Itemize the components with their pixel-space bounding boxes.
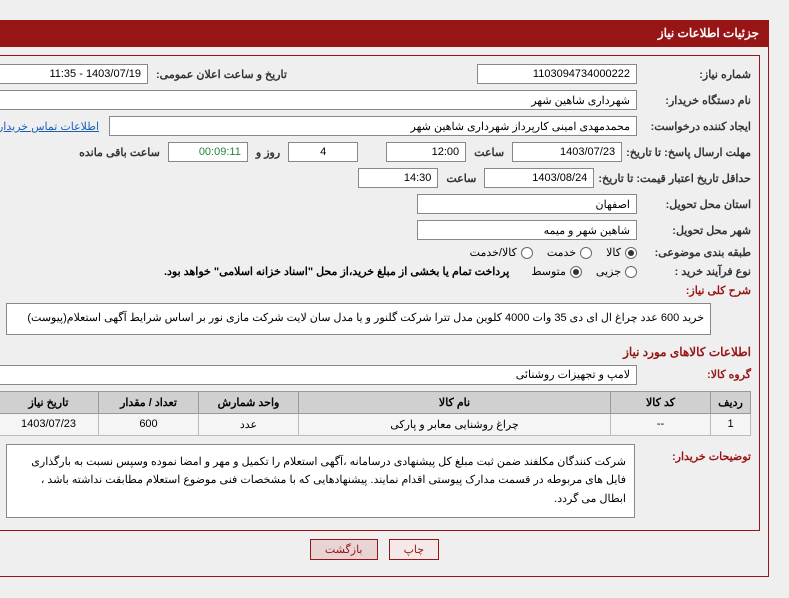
th-name: نام کالا bbox=[299, 391, 611, 413]
outer-frame: شماره نیاز: 1103094734000222 تاریخ و ساع… bbox=[0, 46, 769, 577]
remaining-label: ساعت باقی مانده bbox=[75, 146, 164, 159]
city-field: شاهین شهر و میمه bbox=[417, 220, 637, 240]
announce-field: 1403/07/19 - 11:35 bbox=[0, 64, 148, 84]
city-label: شهر محل تحویل: bbox=[641, 224, 751, 237]
th-unit: واحد شمارش bbox=[199, 391, 299, 413]
radio-medium-label: متوسط bbox=[531, 265, 566, 278]
deadline-time-field: 12:00 bbox=[386, 142, 466, 162]
summary-label: شرح کلی نیاز: bbox=[641, 284, 751, 297]
radio-both[interactable] bbox=[521, 247, 533, 259]
need-no-field: 1103094734000222 bbox=[477, 64, 637, 84]
group-field: لامپ و تجهیزات روشنائی bbox=[0, 365, 637, 385]
radio-goods[interactable] bbox=[625, 247, 637, 259]
td-qty: 600 bbox=[99, 413, 199, 435]
radio-both-label: کالا/خدمت bbox=[470, 246, 517, 259]
th-row: ردیف bbox=[711, 391, 751, 413]
buyer-contact-link[interactable]: اطلاعات تماس خریدار bbox=[0, 120, 99, 133]
province-label: استان محل تحویل: bbox=[641, 198, 751, 211]
td-name: چراغ روشنایی معابر و پارکی bbox=[299, 413, 611, 435]
td-idx: 1 bbox=[711, 413, 751, 435]
requester-label: ایجاد کننده درخواست: bbox=[641, 120, 751, 133]
validity-time-field: 14:30 bbox=[358, 168, 438, 188]
buyer-notes-label: توضیحات خریدار: bbox=[641, 436, 751, 463]
radio-service-label: خدمت bbox=[547, 246, 576, 259]
buyer-org-field: شهرداری شاهین شهر bbox=[0, 90, 637, 110]
table-row: 1 -- چراغ روشنایی معابر و پارکی عدد 600 … bbox=[0, 413, 751, 435]
validity-label: حداقل تاریخ اعتبار قیمت: تا تاریخ: bbox=[598, 172, 751, 185]
need-no-label: شماره نیاز: bbox=[641, 68, 751, 81]
days-label: روز و bbox=[252, 146, 284, 159]
time-label-2: ساعت bbox=[442, 172, 480, 185]
radio-partial[interactable] bbox=[625, 266, 637, 278]
category-radios: کالا خدمت کالا/خدمت bbox=[470, 246, 637, 259]
print-button[interactable]: چاپ bbox=[389, 539, 440, 560]
validity-date-field: 1403/08/24 bbox=[484, 168, 594, 188]
time-label-1: ساعت bbox=[470, 146, 508, 159]
td-date: 1403/07/23 bbox=[0, 413, 99, 435]
radio-medium[interactable] bbox=[570, 266, 582, 278]
buyer-notes-box: شرکت کنندگان مکلفند ضمن ثبت مبلغ کل پیشن… bbox=[6, 444, 635, 518]
process-note: پرداخت تمام یا بخشی از مبلغ خرید،از محل … bbox=[164, 265, 509, 278]
group-label: گروه کالا: bbox=[641, 368, 751, 381]
province-field: اصفهان bbox=[417, 194, 637, 214]
goods-table: ردیف کد کالا نام کالا واحد شمارش تعداد /… bbox=[0, 391, 751, 436]
th-qty: تعداد / مقدار bbox=[99, 391, 199, 413]
process-label: نوع فرآیند خرید : bbox=[641, 265, 751, 278]
requester-field: محمدمهدی امینی کارپرداز شهرداری شاهین شه… bbox=[109, 116, 637, 136]
radio-goods-label: کالا bbox=[606, 246, 621, 259]
details-panel: شماره نیاز: 1103094734000222 تاریخ و ساع… bbox=[0, 55, 760, 531]
td-code: -- bbox=[611, 413, 711, 435]
days-field: 4 bbox=[288, 142, 358, 162]
page-header: جزئیات اطلاعات نیاز bbox=[0, 20, 769, 46]
th-code: کد کالا bbox=[611, 391, 711, 413]
deadline-date-field: 1403/07/23 bbox=[512, 142, 622, 162]
countdown-field: 00:09:11 bbox=[168, 142, 248, 162]
announce-label: تاریخ و ساعت اعلان عمومی: bbox=[152, 68, 291, 81]
td-unit: عدد bbox=[199, 413, 299, 435]
radio-partial-label: جزیی bbox=[596, 265, 621, 278]
th-date: تاریخ نیاز bbox=[0, 391, 99, 413]
summary-box: خرید 600 عدد چراغ ال ای دی 35 وات 4000 ک… bbox=[6, 303, 711, 335]
goods-section-title: اطلاعات کالاهای مورد نیاز bbox=[0, 345, 751, 359]
radio-service[interactable] bbox=[580, 247, 592, 259]
category-label: طبقه بندی موضوعی: bbox=[641, 246, 751, 259]
deadline-label: مهلت ارسال پاسخ: تا تاریخ: bbox=[626, 146, 751, 159]
process-radios: جزیی متوسط bbox=[531, 265, 637, 278]
back-button[interactable]: بازگشت bbox=[310, 539, 378, 560]
buyer-org-label: نام دستگاه خریدار: bbox=[641, 94, 751, 107]
button-row: چاپ بازگشت bbox=[0, 531, 760, 568]
